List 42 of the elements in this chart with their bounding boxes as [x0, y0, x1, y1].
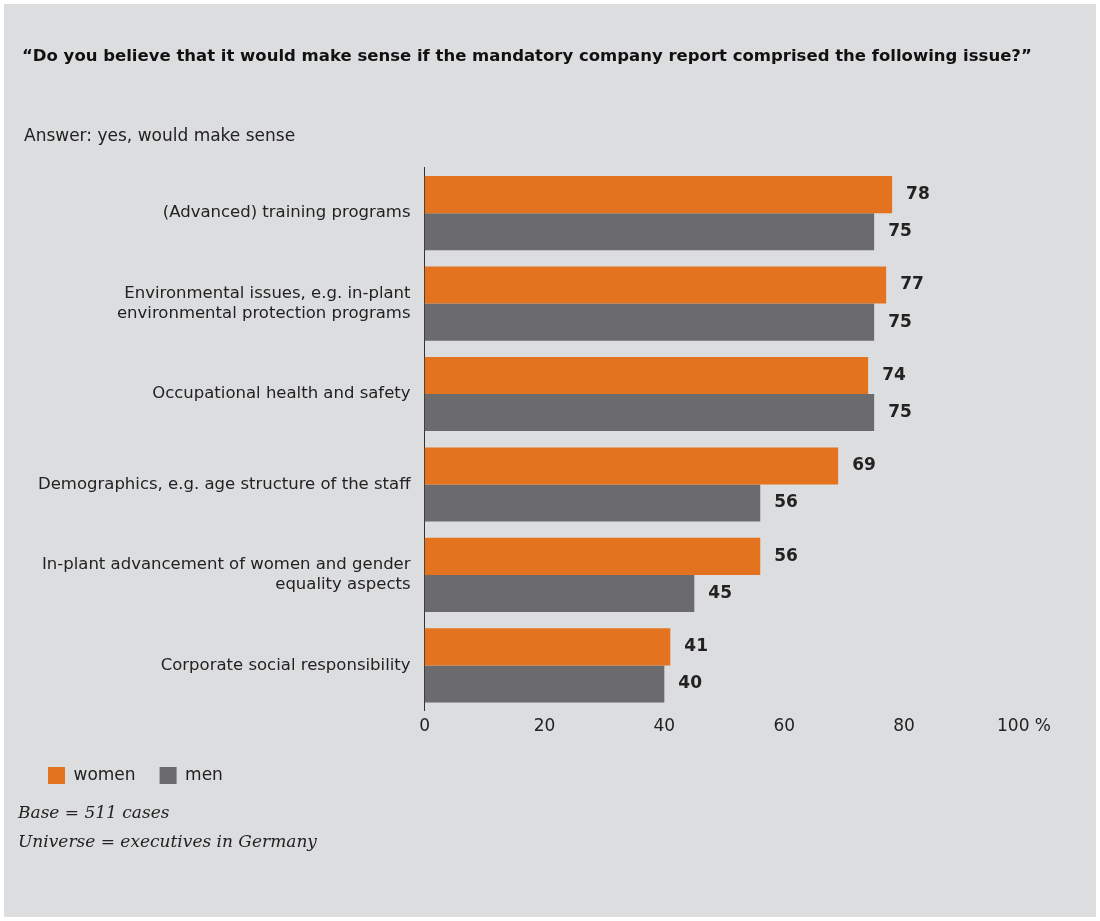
bar — [424, 574, 695, 613]
text: Universe = executives in Germany — [18, 830, 317, 853]
data-label: 75 — [888, 310, 912, 331]
x-tick-label: 40 — [653, 715, 676, 736]
legend-label: men — [185, 763, 223, 784]
bar — [424, 176, 893, 214]
x-tick-label: 60 — [773, 715, 796, 736]
data-label: 74 — [882, 363, 906, 384]
chart-title: “Do you believe that it would make sense if the mandatory company report comprised the following issue?” — [22, 46, 1032, 65]
y-tick-label: Corporate social responsibility — [160, 654, 411, 674]
y-tick-label: (Advanced) training programs — [162, 202, 411, 222]
bar — [424, 266, 887, 304]
bar — [424, 537, 761, 575]
data-label: 75 — [888, 220, 912, 241]
data-label: 77 — [900, 273, 924, 294]
bar — [424, 484, 761, 522]
bar — [424, 356, 869, 395]
bar — [424, 394, 875, 432]
data-label: 41 — [684, 635, 708, 656]
legend-label: women — [73, 763, 136, 784]
x-tick-label: 100 % — [996, 715, 1052, 736]
y-tick-label: Occupational health and safety — [152, 383, 411, 403]
x-tick-label: 80 — [893, 715, 915, 736]
y-tick-label: Demographics, e.g. age structure of the staff — [37, 473, 412, 493]
text: Base = 511 cases — [18, 801, 171, 824]
data-label: 56 — [774, 544, 798, 565]
data-label: 40 — [678, 672, 703, 693]
y-tick-label: Environmental issues, e.g. in-plant environmental protection programs — [116, 282, 412, 322]
bar — [424, 665, 665, 703]
data-label: 45 — [708, 581, 732, 602]
bar — [424, 303, 875, 341]
x-tick-label: 0 — [419, 715, 430, 736]
y-tick-label: In-plant advancement of women and gender equality aspects — [41, 554, 411, 594]
data-label: 56 — [774, 491, 798, 512]
text: Answer: yes, would make sense — [24, 125, 296, 145]
x-tick-label: 20 — [533, 715, 556, 736]
data-label: 69 — [852, 454, 876, 475]
data-label: 78 — [906, 183, 930, 203]
bar — [424, 628, 671, 666]
bar — [424, 447, 839, 485]
bar — [424, 213, 875, 251]
data-label: 75 — [888, 400, 912, 421]
